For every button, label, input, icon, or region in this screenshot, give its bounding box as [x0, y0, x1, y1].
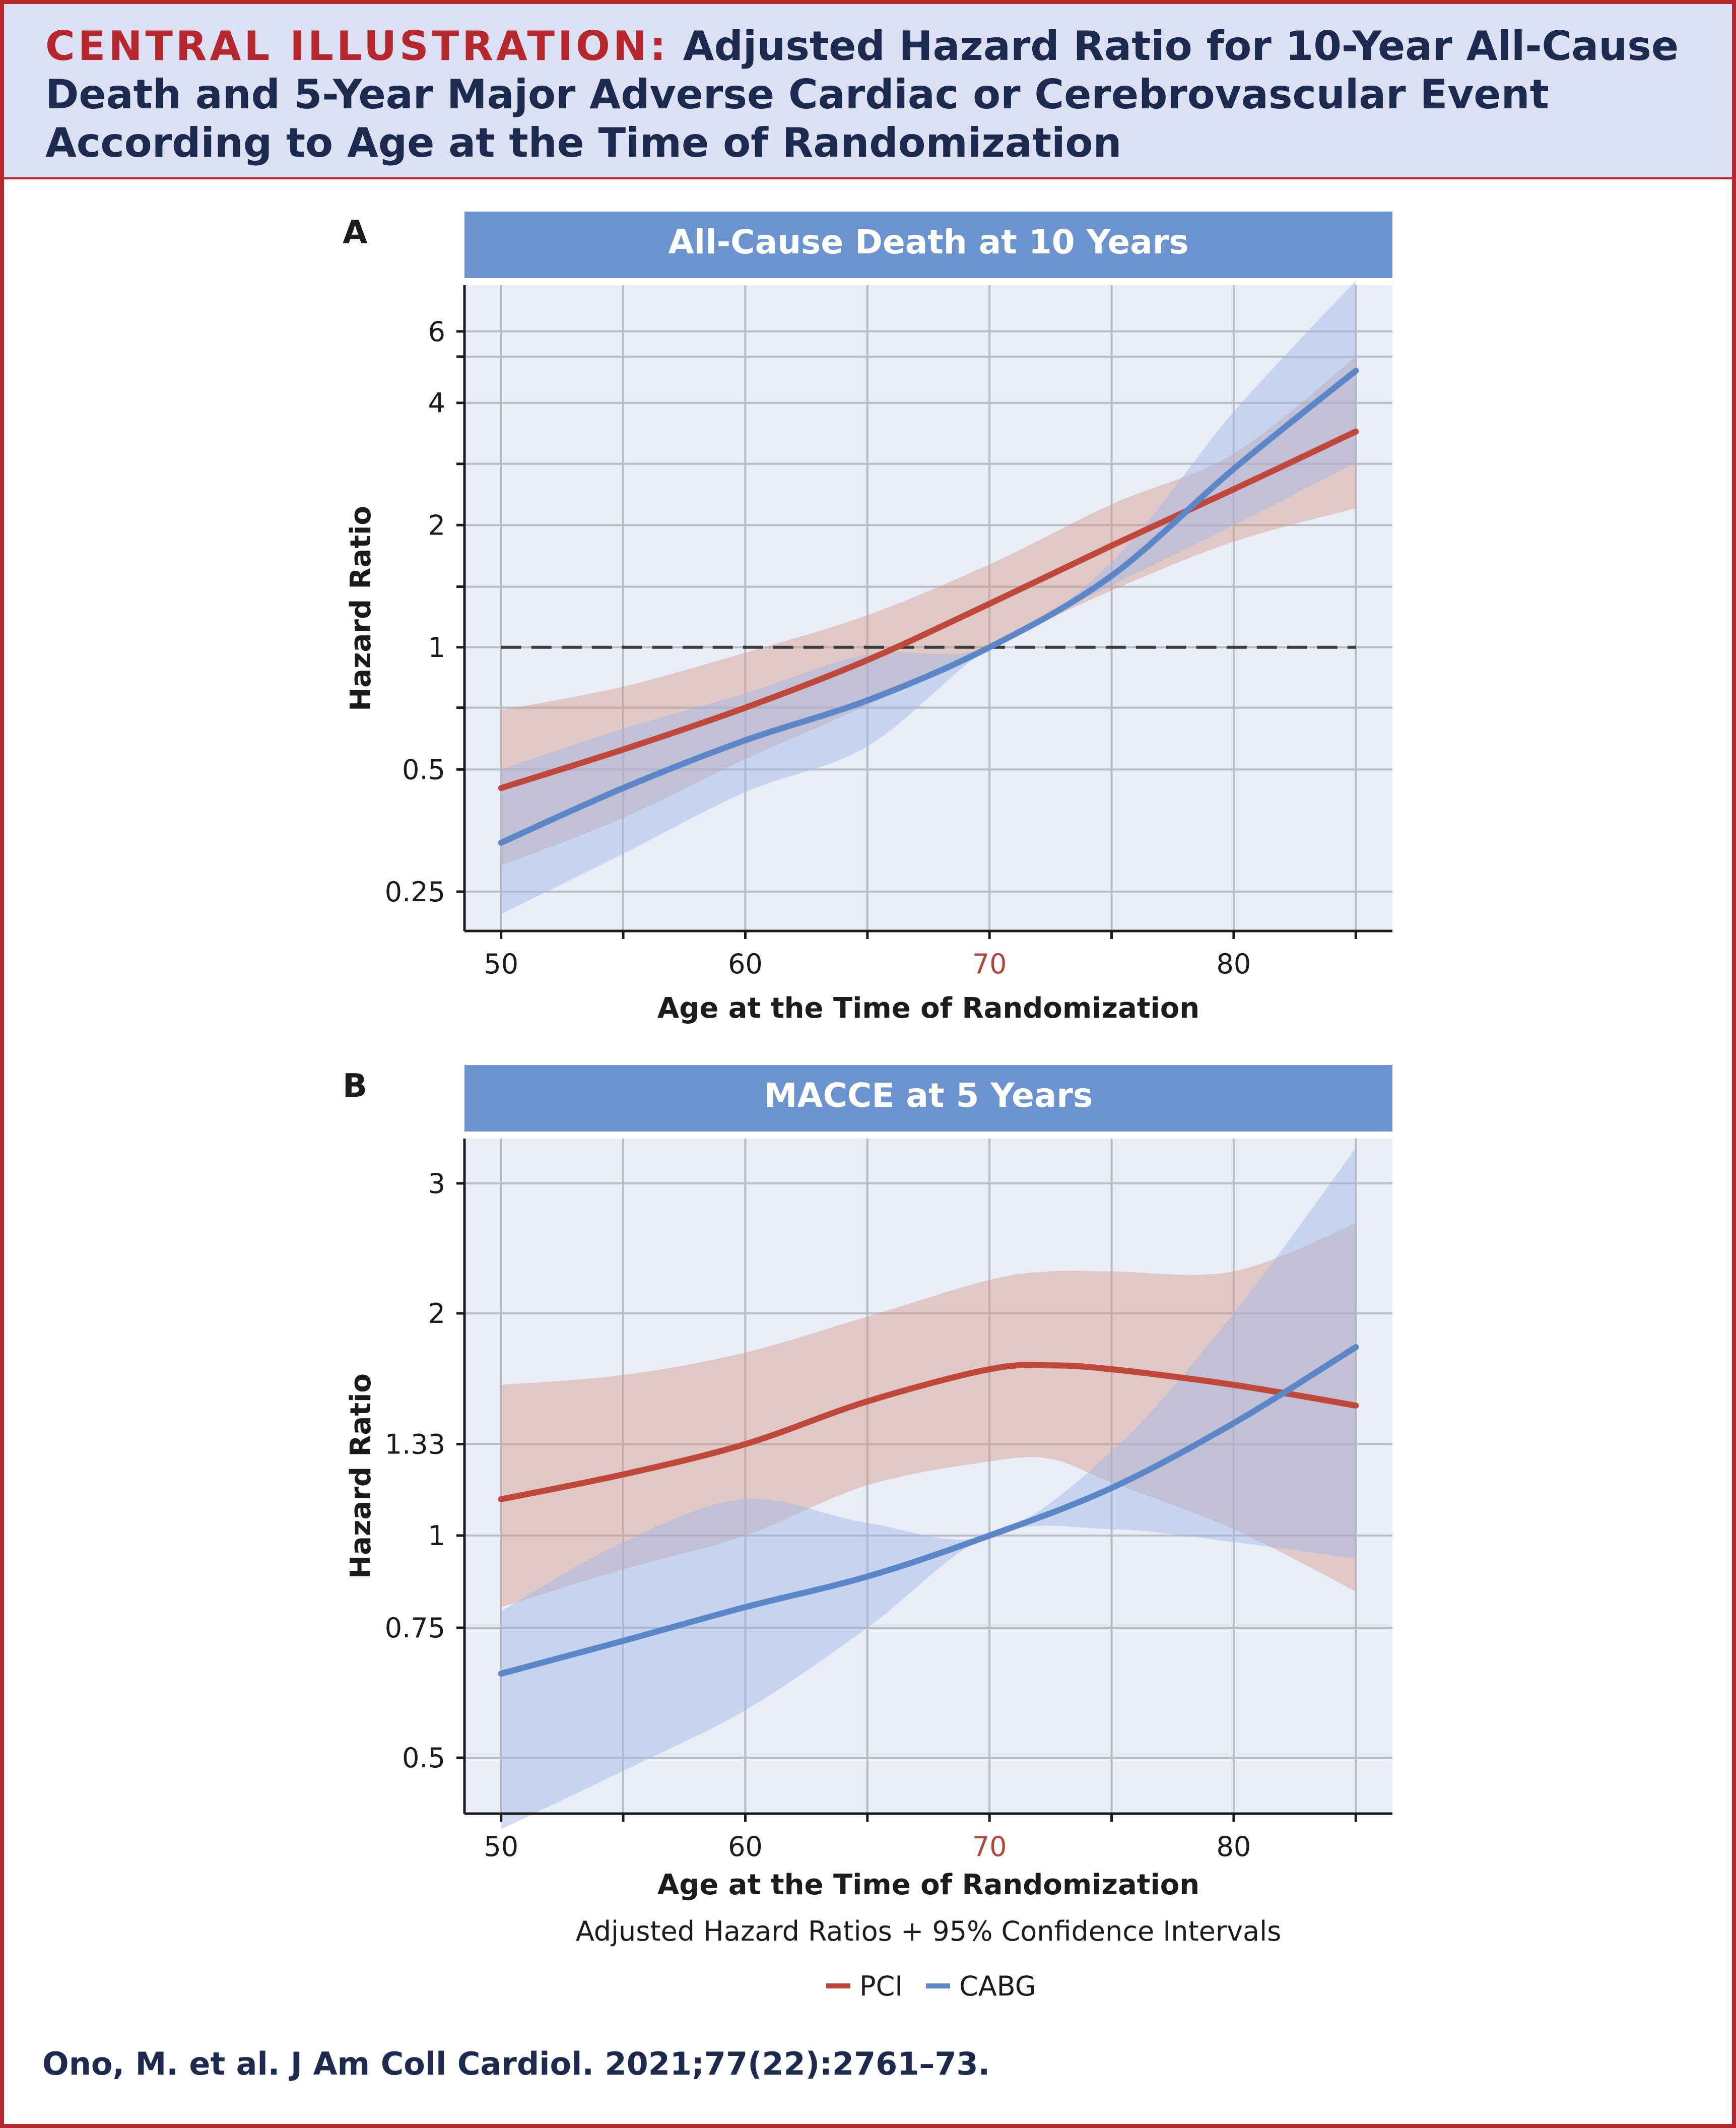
- panel-a-y-tick-label: 0.5: [402, 754, 445, 785]
- panel-a-ci-band-pci: [501, 356, 1356, 866]
- panel-b-ci-band-cabg: [501, 1148, 1356, 1829]
- panel-a-line-pci: [498, 428, 1359, 791]
- panel-b-line-cabg: [498, 1344, 1359, 1677]
- panel-b-x-tick-label: 50: [484, 1831, 518, 1863]
- legend: PCI CABG: [826, 1970, 1036, 2002]
- panel-b-y-axis-title: Hazard Ratio: [345, 1373, 377, 1579]
- panel-a-x-tick-label: 50: [484, 948, 518, 980]
- panel-b-plot: 50 60 70 80 0.5 0.75 1 1.33 2 3: [385, 1139, 1392, 1863]
- panel-b-title-band: [464, 1065, 1392, 1132]
- panel-letter-a: A: [343, 214, 368, 251]
- panel-b-y-tick-label: 2: [428, 1298, 445, 1329]
- panel-b-x-tick-label: 60: [728, 1831, 763, 1863]
- panel-b-y-tick-label: 1.33: [385, 1429, 445, 1460]
- panel-a-x-tick-label: 70: [972, 948, 1007, 980]
- panel-a-ci-band-cabg: [501, 281, 1356, 914]
- panel-b-y-tick-label: 3: [428, 1168, 445, 1200]
- panel-a-title-band: [464, 212, 1392, 278]
- panel-a-plot: 50 60 70 80 0.25 0.5 1 2 4 6: [385, 281, 1392, 980]
- figure-title: Adjusted Hazard Ratio for 10-Year All-Ca…: [45, 23, 1679, 166]
- citation: Ono, M. et al. J Am Coll Cardiol. 2021;7…: [42, 2045, 990, 2082]
- panel-b-y-tick-label: 1: [428, 1520, 445, 1552]
- panel-a-y-tick-label: 0.25: [385, 876, 445, 908]
- panel-b-ci-band-pci: [501, 1223, 1356, 1607]
- panel-b-y-tick-label: 0.5: [402, 1742, 445, 1774]
- panel-b-x-tick-label: 70: [972, 1831, 1007, 1863]
- panel-b-x-tick-label: 80: [1217, 1831, 1251, 1863]
- panel-a-x-tick-label: 80: [1217, 948, 1251, 980]
- panel-b-title: MACCE at 5 Years: [764, 1076, 1093, 1115]
- panel-b-y-tick-label: 0.75: [385, 1612, 445, 1644]
- panel-a-y-tick-label: 2: [428, 509, 445, 541]
- legend-pci-label: PCI: [859, 1970, 903, 2002]
- ci-note: Adjusted Hazard Ratios + 95% Confidence …: [576, 1915, 1282, 1947]
- figure-heading: CENTRAL ILLUSTRATION: Adjusted Hazard Ra…: [45, 22, 1703, 167]
- panel-b-line-pci: [498, 1362, 1359, 1502]
- panel-a-plot-background: [464, 285, 1392, 931]
- panel-a-y-axis-title: Hazard Ratio: [345, 506, 377, 711]
- panel-a-y-tick-label: 1: [428, 632, 445, 663]
- panel-a-x-tick-label: 60: [728, 948, 763, 980]
- panel-a-y-tick-label: 4: [428, 387, 445, 419]
- panel-a-x-axis-title: Age at the Time of Randomization: [657, 992, 1199, 1025]
- panel-a-y-tick-label: 6: [428, 316, 445, 348]
- figure-label: CENTRAL ILLUSTRATION:: [45, 23, 669, 70]
- panel-b-x-axis-title: Age at the Time of Randomization: [657, 1869, 1199, 1901]
- panel-letter-b: B: [343, 1068, 367, 1105]
- header-banner: CENTRAL ILLUSTRATION: Adjusted Hazard Ra…: [4, 4, 1732, 179]
- panel-b: B MACCE at 5 Years Hazard Ratio Age at t…: [343, 1065, 1392, 1901]
- legend-cabg-label: CABG: [959, 1970, 1036, 2002]
- panel-a-line-cabg: [498, 367, 1359, 846]
- panel-a: A All-Cause Death at 10 Years Hazard Rat…: [343, 212, 1392, 1025]
- panel-a-title: All-Cause Death at 10 Years: [668, 223, 1188, 261]
